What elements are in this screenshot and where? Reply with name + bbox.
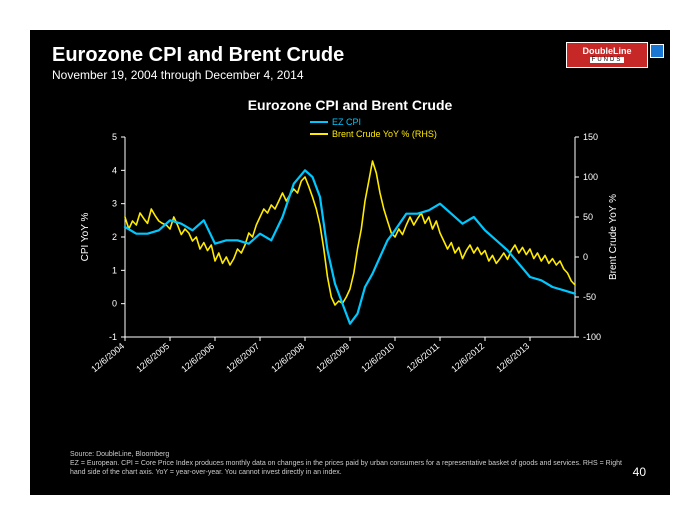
page-number: 40 [633,465,646,479]
y-right-tick-label: 100 [583,172,598,182]
y-left-tick-label: 4 [112,165,117,175]
y-left-tick-label: 1 [112,265,117,275]
x-tick-label: 12/6/2004 [89,341,126,374]
x-tick-label: 12/6/2010 [359,341,396,374]
dual-axis-line-chart: Eurozone CPI and Brent Crude EZ CPI Brent … [70,92,630,392]
logo-square-icon [650,44,664,58]
series-brent-crude [125,161,575,305]
x-tick-label: 12/6/2013 [494,341,531,374]
footnote-defs: EZ = European. CPI = Core Price Index pr… [70,459,630,477]
slide-subtitle: November 19, 2004 through December 4, 20… [52,68,304,82]
y-right-label: Brent Crude YoY % [608,194,619,280]
x-tick-label: 12/6/2008 [269,341,306,374]
y-left-tick-label: 2 [112,232,117,242]
y-right-tick-label: 50 [583,212,593,222]
brand-logo: DoubleLine FUNDS [566,42,648,68]
slide-title: Eurozone CPI and Brent Crude [52,44,344,67]
y-right-tick-label: 150 [583,132,598,142]
x-tick-label: 12/6/2006 [179,341,216,374]
slide-body: Eurozone CPI and Brent Crude November 19… [30,30,670,495]
legend-label: Brent Crude YoY % (RHS) [332,129,437,139]
footnote-source: Source: DoubleLine, Bloomberg [70,450,630,459]
x-tick-label: 12/6/2005 [134,341,171,374]
chart-inner-title: Eurozone CPI and Brent Crude [248,97,453,113]
y-right-tick-label: -50 [583,292,596,302]
y-left-tick-label: 5 [112,132,117,142]
logo-line1: DoubleLine [583,47,632,56]
series-ez-cpi [125,170,575,323]
x-tick-label: 12/6/2007 [224,341,261,374]
y-left-tick-label: 0 [112,299,117,309]
x-tick-label: 12/6/2012 [449,341,486,374]
y-left-label: CPI YoY % [80,213,91,262]
y-left-tick-label: -1 [109,332,117,342]
slide-card: Eurozone CPI and Brent Crude November 19… [0,0,700,525]
y-right-tick-label: -100 [583,332,601,342]
footnote: Source: DoubleLine, Bloomberg EZ = Europ… [70,450,630,477]
y-left-tick-label: 3 [112,199,117,209]
y-right-tick-label: 0 [583,252,588,262]
x-tick-label: 12/6/2011 [405,341,442,374]
logo-line2: FUNDS [590,57,625,63]
x-tick-label: 12/6/2009 [314,341,351,374]
legend-label: EZ CPI [332,117,361,127]
